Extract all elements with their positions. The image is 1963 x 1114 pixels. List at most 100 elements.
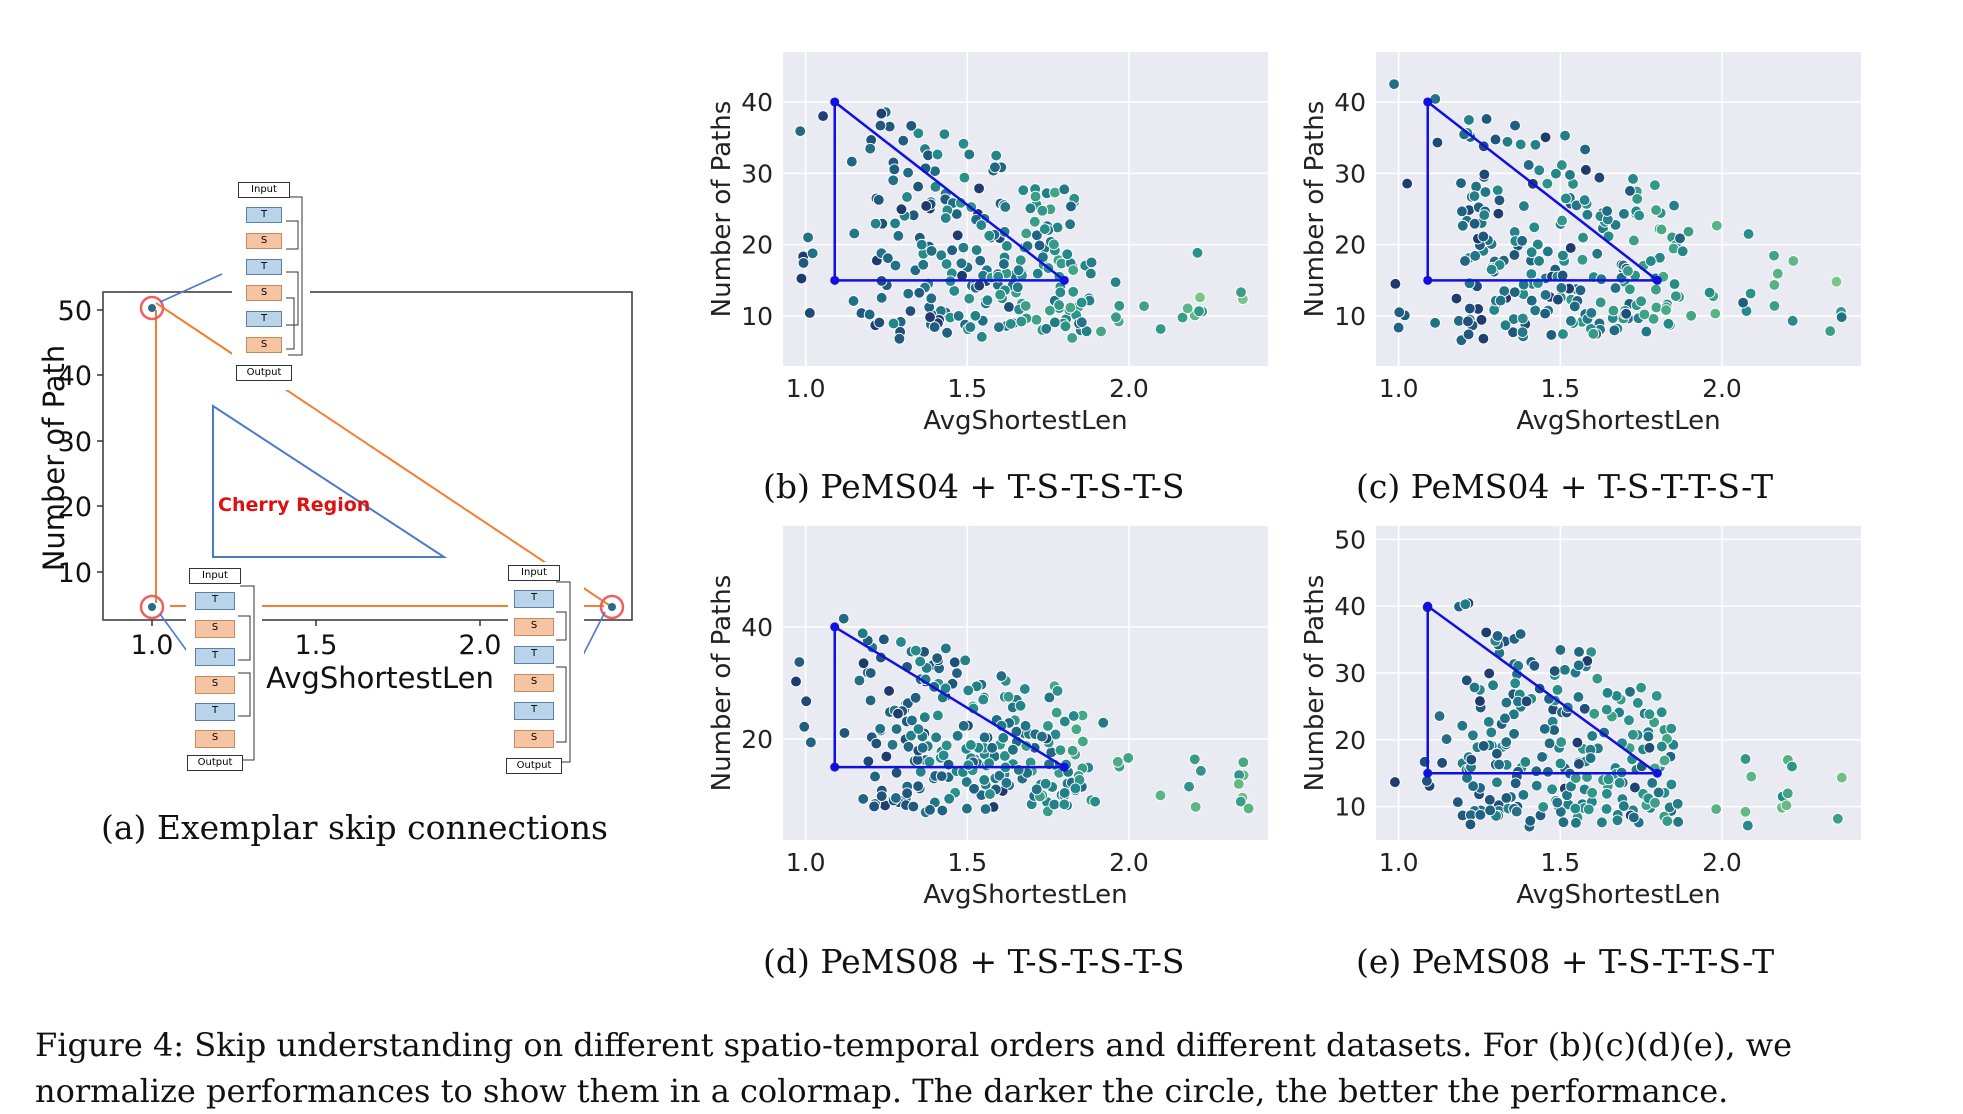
scatter-point: [1483, 793, 1496, 806]
scatter-point: [1004, 318, 1017, 330]
scatter-point: [951, 729, 964, 742]
scatter-point: [942, 758, 955, 771]
scatter-point: [1565, 315, 1577, 327]
scatter-point: [1525, 294, 1538, 307]
scatter-point: [1574, 284, 1587, 297]
scatter-point: [1520, 695, 1533, 708]
scatter-point: [1661, 815, 1674, 828]
scatter-point: [1469, 249, 1481, 262]
scatter-point: [912, 780, 924, 792]
stack-output: Output: [506, 758, 562, 774]
scatter-point: [916, 741, 929, 754]
scatter-point: [1075, 316, 1088, 329]
scatter-point: [959, 654, 972, 667]
scatter-point: [994, 288, 1006, 301]
scatter-point: [1652, 786, 1665, 799]
scatter-point: [901, 787, 913, 800]
scatter-point: [1739, 805, 1752, 818]
panel-a-ytick: 50: [58, 296, 92, 327]
cherry-triangle: [833, 624, 1069, 769]
scatter-point: [1556, 214, 1568, 227]
panel-a-ytick: 30: [58, 427, 92, 458]
triangle-vertex: [1423, 275, 1433, 285]
scatter-point: [941, 326, 953, 339]
scatter-point: [1000, 777, 1013, 789]
scatter-point: [869, 217, 882, 230]
spatial-block: S: [246, 285, 282, 301]
scatter-point: [1067, 285, 1080, 298]
scatter-point: [1771, 267, 1784, 280]
skip-arrows-top: [286, 196, 303, 356]
caption-d: (d) PeMS08 + T-S-T-S-T-S: [763, 942, 1185, 981]
scatter-point: [1491, 747, 1503, 760]
scatter-point: [905, 729, 917, 742]
scatter-point: [873, 316, 886, 329]
scatter-point: [1514, 138, 1527, 151]
scatter-point: [1109, 276, 1122, 289]
scatter-point: [1624, 685, 1636, 698]
scatter-point: [1580, 164, 1592, 176]
y-axis-label: Number of Paths: [1300, 101, 1330, 318]
scatter-point: [1542, 245, 1554, 258]
x-tick-label: 1.0: [1379, 848, 1419, 877]
scatter-point: [1584, 752, 1597, 764]
temporal-block: T: [246, 207, 282, 223]
temporal-block: T: [514, 702, 554, 720]
scatter-point: [1517, 789, 1530, 801]
x-axis-label: AvgShortestLen: [1516, 406, 1720, 436]
scatter-point: [874, 722, 887, 735]
scatter-point: [1530, 765, 1543, 778]
scatter-point: [1577, 231, 1589, 244]
spatial-block: S: [514, 618, 554, 636]
scatter-point: [1573, 645, 1585, 658]
scatter-point: [936, 804, 949, 817]
scatter-point: [973, 279, 986, 292]
highlight-point: [148, 304, 156, 312]
scatter-point: [1030, 313, 1043, 326]
scatter-point: [1489, 133, 1502, 146]
scatter-point: [951, 667, 963, 679]
figure-caption-line-2: normalize performances to show them in a…: [35, 1072, 1729, 1110]
scatter-point: [1509, 677, 1522, 690]
y-axis-label: Number of Paths: [707, 575, 737, 792]
scatter-point: [1493, 194, 1506, 207]
scatter-point: [1460, 674, 1473, 687]
scatter-point: [1468, 681, 1481, 694]
scatter-point: [1572, 659, 1585, 672]
stack-input: Input: [238, 182, 290, 198]
scatter-point: [1585, 307, 1598, 319]
x-tick-label: 2.0: [1702, 848, 1742, 877]
scatter-point: [964, 321, 977, 333]
figure-caption: Figure 4: Skip understanding on differen…: [35, 1022, 1792, 1114]
scatter-point: [1578, 194, 1591, 206]
scatter-point: [1389, 776, 1401, 788]
scatter-point: [963, 292, 976, 305]
temporal-block: T: [246, 311, 282, 327]
scatter-point: [1552, 293, 1564, 306]
scatter-point: [1601, 687, 1614, 699]
scatter-point: [938, 128, 951, 140]
scatter-point: [1388, 78, 1400, 91]
y-tick-label: 10: [1334, 302, 1366, 331]
scatter-point: [986, 742, 998, 754]
scatter-point: [958, 171, 971, 184]
scatter-point: [1628, 234, 1640, 247]
scatter-point: [1478, 209, 1491, 221]
scatter-point: [1500, 696, 1513, 709]
scatter-point: [1018, 683, 1031, 695]
scatter-point: [978, 774, 991, 786]
scatter-point: [912, 127, 925, 140]
scatter-point: [961, 802, 973, 815]
scatter-point: [1053, 299, 1065, 311]
scatter-points: [790, 612, 1255, 819]
scatter-point: [1080, 325, 1093, 338]
scatter-point: [1543, 737, 1556, 750]
triangle-vertex: [1423, 768, 1433, 778]
scatter-point: [998, 750, 1011, 762]
scatter-point: [955, 257, 968, 270]
scatter-point: [1064, 218, 1076, 231]
scatter-point: [1588, 707, 1601, 720]
scatter-point: [1456, 205, 1468, 218]
scatter-point: [1539, 131, 1552, 144]
scatter-point: [1480, 626, 1493, 639]
